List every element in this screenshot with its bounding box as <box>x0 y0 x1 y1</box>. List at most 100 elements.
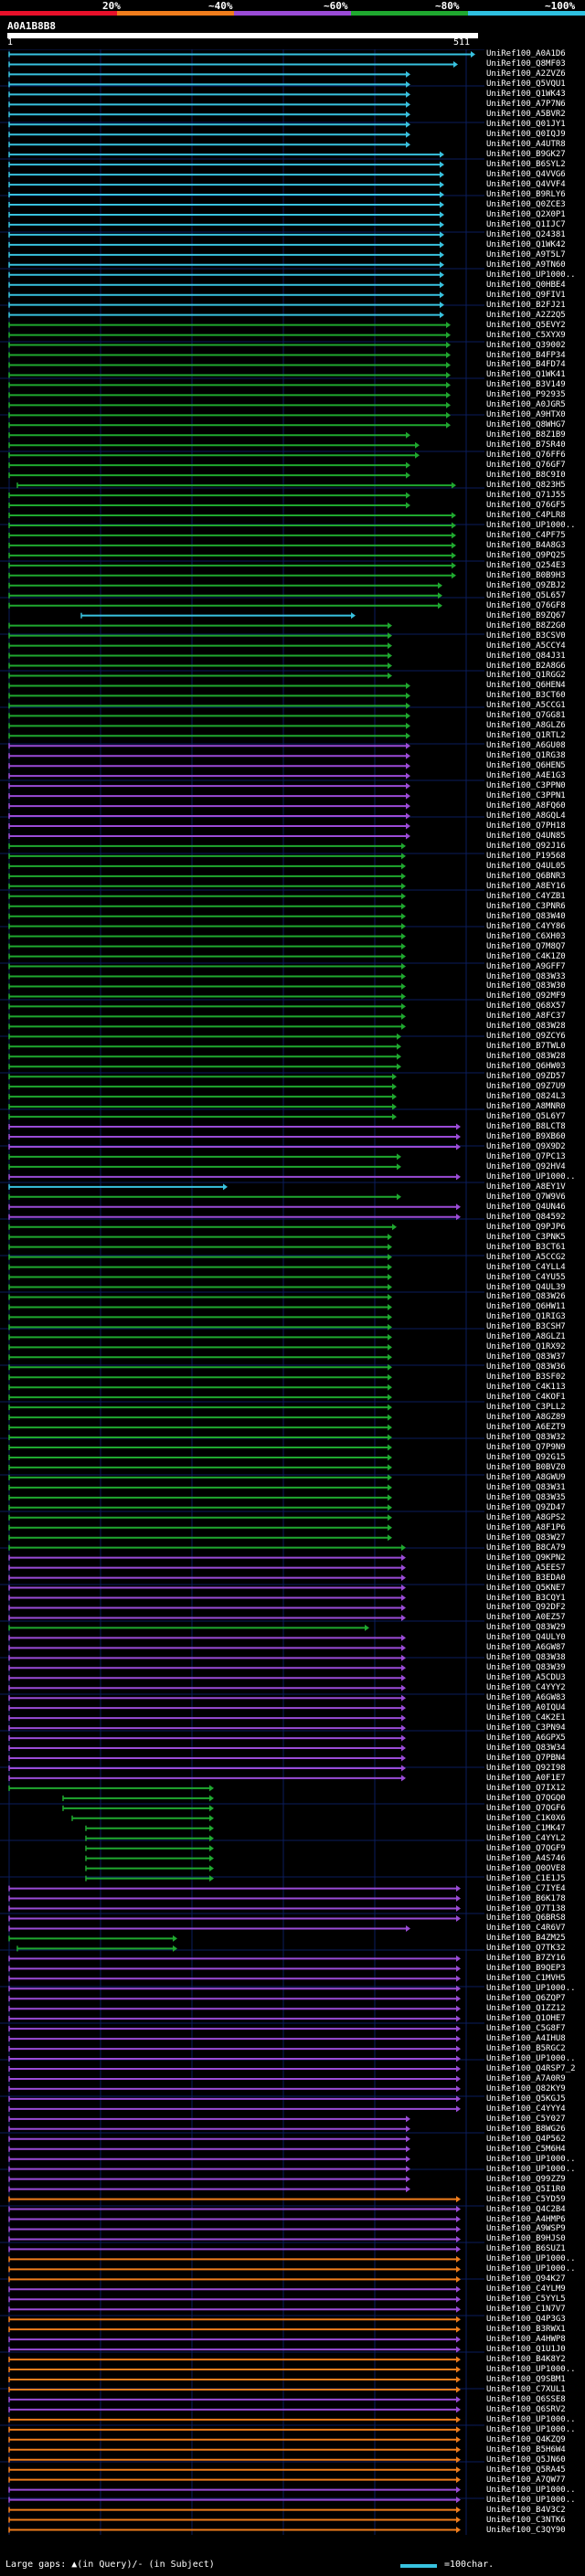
hit-track[interactable] <box>8 1002 406 1010</box>
hit-label[interactable]: UniRef100_Q8MF03 <box>486 59 566 69</box>
hit-label[interactable]: UniRef100_C4KOF1 <box>486 1393 566 1403</box>
hit-label[interactable]: UniRef100_Q1IJC7 <box>486 219 566 229</box>
hit-label[interactable]: UniRef100_C1MK47 <box>486 1823 566 1833</box>
hit-label[interactable]: UniRef100_Q92J16 <box>486 841 566 851</box>
hit-label[interactable]: UniRef100_Q83W38 <box>486 1653 566 1663</box>
hit-track[interactable] <box>8 2156 410 2163</box>
hit-label[interactable]: UniRef100_Q83W26 <box>486 1292 566 1302</box>
hit-label[interactable]: UniRef100_UP1000.. <box>486 2154 576 2164</box>
hit-track[interactable] <box>8 2136 410 2143</box>
hit-track[interactable] <box>8 1333 392 1341</box>
hit-label[interactable]: UniRef100_C4K2E1 <box>486 1713 566 1723</box>
hit-track[interactable] <box>8 151 444 158</box>
hit-label[interactable]: UniRef100_A9TN60 <box>486 260 566 270</box>
hit-track[interactable] <box>8 60 458 68</box>
hit-track[interactable] <box>8 1924 410 1932</box>
hit-label[interactable]: UniRef100_A6GU08 <box>486 741 566 751</box>
hit-label[interactable]: UniRef100_Q6HEN4 <box>486 681 566 691</box>
hit-track[interactable] <box>8 1234 392 1241</box>
hit-label[interactable]: UniRef100_Q83W34 <box>486 1744 566 1754</box>
hit-track[interactable] <box>8 532 456 539</box>
hit-track[interactable] <box>8 1323 392 1330</box>
hit-track[interactable] <box>8 2065 461 2072</box>
hit-track[interactable] <box>8 1083 397 1090</box>
hit-track[interactable] <box>8 1053 401 1060</box>
hit-label[interactable]: UniRef100_A7A0R9 <box>486 2073 566 2083</box>
hit-track[interactable] <box>8 1284 392 1291</box>
hit-track[interactable] <box>8 1664 406 1671</box>
hit-label[interactable]: UniRef100_Q2X0P1 <box>486 209 566 219</box>
hit-track[interactable] <box>8 1383 392 1391</box>
hit-label[interactable]: UniRef100_A9T5L7 <box>486 249 566 260</box>
hit-track[interactable] <box>8 1905 461 1913</box>
hit-label[interactable]: UniRef100_C4PF75 <box>486 530 566 540</box>
hit-track[interactable] <box>8 2095 461 2103</box>
hit-label[interactable]: UniRef100_A8GLZ6 <box>486 721 566 731</box>
hit-label[interactable]: UniRef100_B8Z1B9 <box>486 430 566 440</box>
hit-label[interactable]: UniRef100_UP1000.. <box>486 2424 576 2434</box>
hit-track[interactable] <box>8 1073 397 1080</box>
hit-track[interactable] <box>8 822 410 830</box>
hit-track[interactable] <box>8 1274 392 1281</box>
hit-label[interactable]: UniRef100_A5CCG2 <box>486 1252 566 1262</box>
hit-track[interactable] <box>8 2085 461 2093</box>
hit-track[interactable] <box>8 2216 461 2223</box>
hit-label[interactable]: UniRef100_Q7M8Q7 <box>486 941 566 951</box>
hit-label[interactable]: UniRef100_C6XH03 <box>486 931 566 941</box>
hit-track[interactable] <box>8 431 410 439</box>
hit-track[interactable] <box>80 612 356 620</box>
hit-label[interactable]: UniRef100_Q0HBE4 <box>486 280 566 290</box>
hit-track[interactable] <box>8 1163 401 1171</box>
hit-track[interactable] <box>8 1775 406 1782</box>
hit-label[interactable]: UniRef100_B3CQY1 <box>486 1593 566 1603</box>
hit-track[interactable] <box>8 80 410 88</box>
hit-track[interactable] <box>8 441 420 449</box>
hit-label[interactable]: UniRef100_C5G8F7 <box>486 2024 566 2034</box>
hit-label[interactable]: UniRef100_C4YY86 <box>486 921 566 931</box>
hit-track[interactable] <box>8 2235 461 2242</box>
hit-label[interactable]: UniRef100_B9GK27 <box>486 150 566 160</box>
hit-label[interactable]: UniRef100_A8FQ60 <box>486 801 566 811</box>
hit-label[interactable]: UniRef100_C4YYL2 <box>486 1833 566 1843</box>
hit-track[interactable] <box>8 562 456 569</box>
hit-track[interactable] <box>8 2245 461 2253</box>
hit-label[interactable]: UniRef100_Q7TK32 <box>486 1944 566 1954</box>
hit-label[interactable]: UniRef100_Q9ZD57 <box>486 1072 566 1082</box>
hit-track[interactable] <box>8 161 444 168</box>
hit-label[interactable]: UniRef100_B5RGC2 <box>486 2044 566 2054</box>
hit-label[interactable]: UniRef100_Q9FIV1 <box>486 290 566 300</box>
hit-label[interactable]: UniRef100_B4A8G3 <box>486 540 566 550</box>
hit-track[interactable] <box>8 2225 461 2232</box>
hit-track[interactable] <box>8 1414 392 1421</box>
hit-track[interactable] <box>8 181 444 188</box>
hit-track[interactable] <box>8 1985 461 1992</box>
hit-track[interactable] <box>8 1254 392 1261</box>
hit-track[interactable] <box>8 1564 406 1572</box>
hit-label[interactable]: UniRef100_Q7GG81 <box>486 711 566 721</box>
hit-track[interactable] <box>8 271 444 279</box>
hit-track[interactable] <box>62 1805 214 1812</box>
hit-track[interactable] <box>8 2507 461 2514</box>
hit-label[interactable]: UniRef100_Q6HW11 <box>486 1302 566 1312</box>
hit-label[interactable]: UniRef100_A9WSP9 <box>486 2224 566 2234</box>
hit-label[interactable]: UniRef100_Q5RA45 <box>486 2465 566 2475</box>
hit-track[interactable] <box>8 1935 177 1942</box>
hit-track[interactable] <box>8 2406 461 2413</box>
hit-label[interactable]: UniRef100_Q92DF2 <box>486 1603 566 1613</box>
hit-label[interactable]: UniRef100_A4HWP8 <box>486 2335 566 2345</box>
hit-label[interactable]: UniRef100_Q0OVE8 <box>486 1863 566 1873</box>
hit-label[interactable]: UniRef100_B6K178 <box>486 1893 566 1903</box>
hit-label[interactable]: UniRef100_A8FC37 <box>486 1012 566 1022</box>
hit-label[interactable]: UniRef100_B9XB60 <box>486 1132 566 1141</box>
hit-track[interactable] <box>8 1734 406 1742</box>
hit-label[interactable]: UniRef100_Q76GF7 <box>486 461 566 471</box>
hit-label[interactable]: UniRef100_Q9PJP6 <box>486 1222 566 1232</box>
hit-track[interactable] <box>8 2035 461 2042</box>
hit-label[interactable]: UniRef100_Q4RSP7_2 <box>486 2064 576 2073</box>
hit-label[interactable]: UniRef100_B4V3C2 <box>486 2505 566 2515</box>
hit-track[interactable] <box>8 2336 461 2343</box>
hit-label[interactable]: UniRef100_UP1000.. <box>486 2264 576 2274</box>
hit-track[interactable] <box>8 1514 392 1521</box>
hit-label[interactable]: UniRef100_Q83W32 <box>486 1433 566 1443</box>
hit-label[interactable]: UniRef100_Q94K27 <box>486 2274 566 2284</box>
